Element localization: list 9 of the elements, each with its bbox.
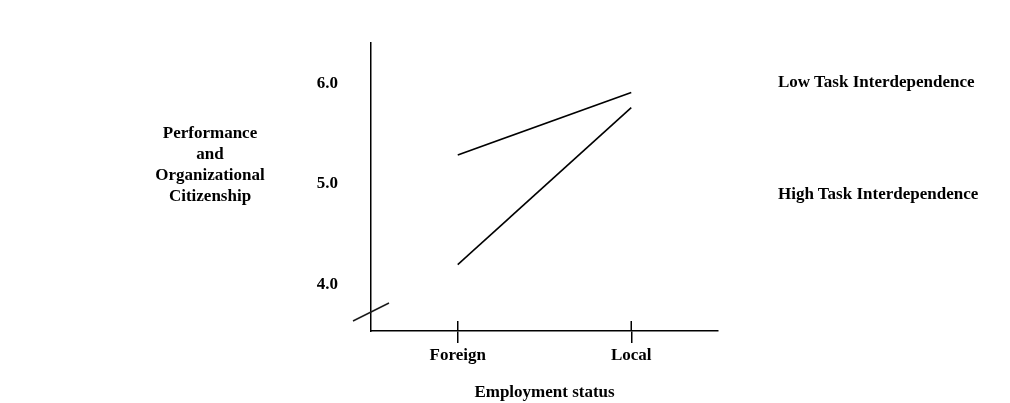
x-axis-title: Employment status — [474, 382, 616, 402]
y-tick-label: 6.0 — [316, 72, 338, 92]
x-tick-label: Local — [610, 344, 652, 364]
y-tick-label: 5.0 — [316, 173, 338, 193]
x-tick-label: Foreign — [429, 344, 487, 364]
text: Low Task Interdependence — [778, 72, 975, 92]
y-tick-label: 4.0 — [316, 274, 338, 294]
text: High Task Interdependence — [778, 184, 979, 204]
y-axis-title: Performance and Organizational Citizenship — [154, 122, 266, 206]
